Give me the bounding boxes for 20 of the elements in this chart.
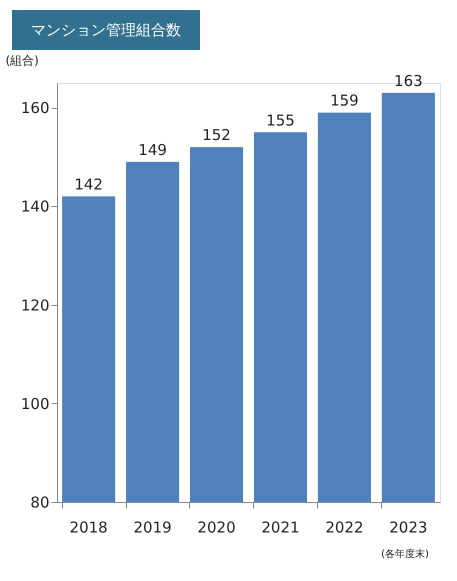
y-tick-label: 80 xyxy=(30,494,50,512)
data-label: 159 xyxy=(330,92,359,110)
y-tick-label: 100 xyxy=(20,394,50,413)
y-tick-label: 120 xyxy=(20,296,50,314)
data-label: 149 xyxy=(138,140,167,159)
y-tick-label: 140 xyxy=(20,198,50,216)
x-tick-label: 2021 xyxy=(261,518,300,536)
data-label: 163 xyxy=(394,72,423,90)
x-tick-label: 2020 xyxy=(197,518,236,536)
x-tick-label: 2019 xyxy=(133,518,172,536)
data-label: 152 xyxy=(202,126,231,144)
data-label: 155 xyxy=(266,111,295,130)
y-axis-title: (組合) xyxy=(6,54,39,68)
x-tick-label: 2022 xyxy=(325,518,364,536)
chart-title: マンション管理組合数 xyxy=(31,21,181,39)
y-tick-label: 160 xyxy=(20,99,50,118)
x-tick-label: 2023 xyxy=(389,518,428,536)
text: (各年度末) xyxy=(381,548,429,560)
x-tick-label: 2018 xyxy=(70,518,108,536)
data-label: 142 xyxy=(74,175,103,194)
